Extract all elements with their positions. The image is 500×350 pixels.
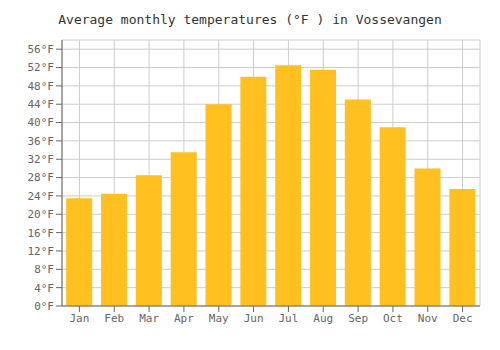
svg-text:Dec: Dec [453,312,473,325]
svg-text:Apr: Apr [174,312,194,325]
svg-text:Mar: Mar [139,312,159,325]
svg-text:Jul: Jul [278,312,298,325]
svg-text:8°F: 8°F [34,263,54,276]
svg-text:40°F: 40°F [28,116,55,129]
svg-text:16°F: 16°F [28,227,55,240]
svg-text:Aug: Aug [313,312,333,325]
svg-text:Jan: Jan [69,312,89,325]
svg-text:48°F: 48°F [28,80,55,93]
svg-text:20°F: 20°F [28,208,55,221]
svg-text:56°F: 56°F [28,43,55,56]
svg-text:Feb: Feb [104,312,124,325]
svg-text:Sep: Sep [348,312,368,325]
svg-text:May: May [209,312,229,325]
svg-text:44°F: 44°F [28,98,55,111]
svg-text:52°F: 52°F [28,61,55,74]
svg-text:Jun: Jun [244,312,264,325]
svg-text:28°F: 28°F [28,171,55,184]
svg-text:4°F: 4°F [34,282,54,295]
svg-text:36°F: 36°F [28,135,55,148]
svg-text:0°F: 0°F [34,300,54,313]
html-text:Average monthly temperatures (: Average monthly temperatures (°F ) in Vo… [58,12,442,27]
svg-text:32°F: 32°F [28,153,55,166]
svg-text:12°F: 12°F [28,245,55,258]
svg-text:Oct: Oct [383,312,403,325]
svg-text:24°F: 24°F [28,190,55,203]
svg-text:Nov: Nov [418,312,438,325]
